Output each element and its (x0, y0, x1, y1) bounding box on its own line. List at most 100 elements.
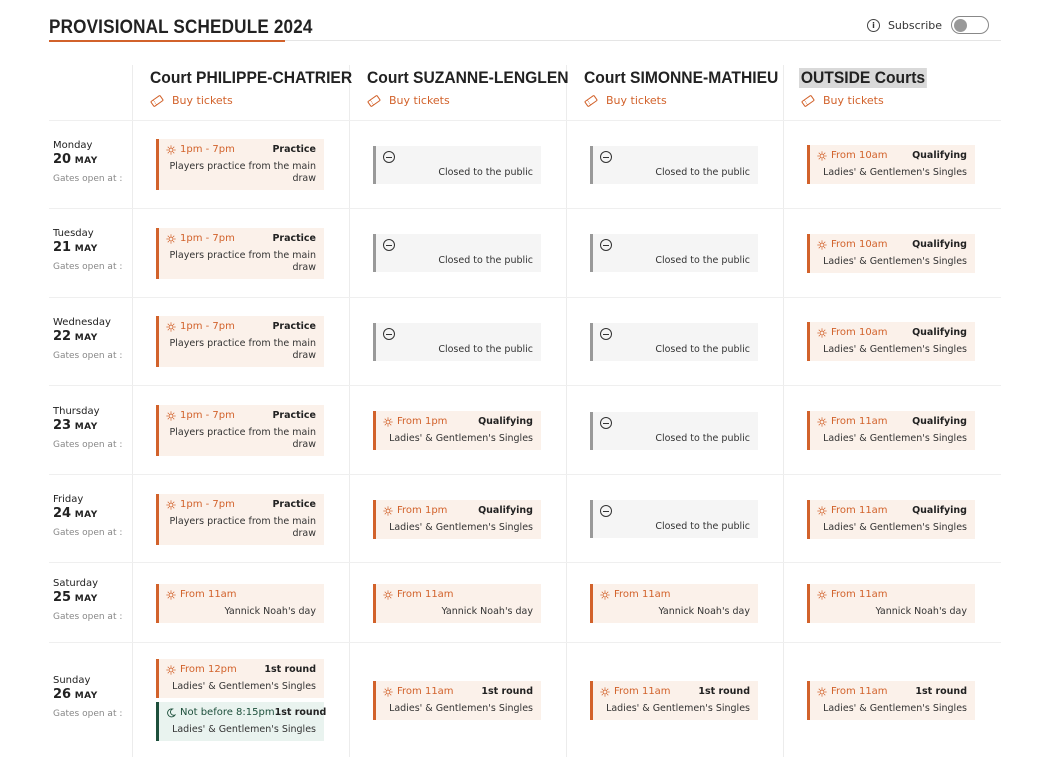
closed-card[interactable]: Closed to the public (373, 234, 541, 272)
day-number: 23 (53, 417, 72, 433)
session-card[interactable]: 1pm - 7pm Practice Players practice from t… (156, 316, 324, 367)
session-card[interactable]: 1pm - 7pm Practice Players practice from t… (156, 228, 324, 279)
session-time-label: From 11am (831, 416, 888, 427)
session-card[interactable]: From 11am Yannick Noah's day (807, 584, 975, 623)
gates-open-label: Gates open at : (53, 262, 123, 272)
card-header (383, 151, 533, 163)
card-header (600, 328, 750, 340)
session-time: 1pm - 7pm (166, 321, 235, 332)
buy-tickets-link[interactable]: Buy tickets (150, 94, 370, 107)
month: MAY (71, 510, 98, 520)
closed-card[interactable]: Closed to the public (590, 146, 758, 184)
session-description: Players practice from the main draw (169, 427, 316, 450)
weekday: Sunday (53, 675, 91, 686)
sun-icon (166, 321, 176, 332)
day-number: 22 (53, 328, 72, 344)
session-description: Ladies' & Gentlemen's Singles (172, 681, 316, 692)
session-card[interactable]: From 10am Qualifying Ladies' & Gentlemen's… (807, 145, 975, 184)
card-header: From 12pm 1st round (166, 664, 316, 675)
session-time: From 11am (600, 686, 671, 697)
day-label: Friday 24 MAY Gates open at : (53, 494, 122, 538)
session-card[interactable]: From 11am Yannick Noah's day (373, 584, 541, 623)
session-card[interactable]: From 11am Yannick Noah's day (590, 584, 758, 623)
gates-open-label: Gates open at : (53, 528, 123, 538)
session-card[interactable]: 1pm - 7pm Practice Players practice from t… (156, 139, 324, 190)
session-time-label: 1pm - 7pm (180, 410, 235, 421)
row-divider (49, 642, 1001, 643)
closed-card[interactable]: Closed to the public (373, 146, 541, 184)
card-header (383, 239, 533, 251)
session-card[interactable]: Not before 8:15pm 1st round Ladies' & Gent… (156, 702, 327, 741)
session-type: Qualifying (912, 239, 967, 250)
session-description: Closed to the public (655, 521, 750, 532)
gates-open-label: Gates open at : (53, 173, 123, 184)
session-time-label: From 12pm (180, 664, 237, 675)
buy-tickets-label: Buy tickets (606, 94, 667, 107)
card-header: From 1pm Qualifying (383, 416, 533, 427)
closed-card[interactable]: Closed to the public (590, 234, 758, 272)
day-label: Thursday 23 MAY Gates open at : (53, 406, 122, 450)
session-time-label: 1pm - 7pm (180, 233, 235, 244)
info-icon[interactable]: i (866, 18, 880, 32)
subscribe-toggle[interactable] (951, 16, 989, 34)
closed-card[interactable]: Closed to the public (590, 412, 758, 450)
session-time-label: From 1pm (397, 505, 448, 516)
day-date: 22 MAY (53, 329, 122, 344)
session-type: 1st round (915, 686, 967, 697)
sun-icon (817, 416, 827, 427)
day-number: 26 (53, 687, 72, 702)
no-entry-icon (383, 151, 395, 163)
session-time: 1pm - 7pm (166, 233, 235, 244)
session-card[interactable]: From 11am 1st round Ladies' & Gentlemen's … (807, 681, 975, 720)
session-time-label: From 11am (180, 589, 237, 600)
weekday: Friday (53, 494, 84, 505)
sun-icon (817, 150, 827, 161)
session-description: Closed to the public (655, 255, 750, 266)
closed-card[interactable]: Closed to the public (590, 323, 758, 361)
gates-open-label: Gates open at : (53, 612, 123, 622)
session-card[interactable]: From 11am Qualifying Ladies' & Gentlemen's… (807, 500, 975, 539)
card-header: From 11am (817, 589, 967, 600)
no-entry-icon (600, 151, 612, 163)
session-card[interactable]: From 10am Qualifying Ladies' & Gentlemen's… (807, 234, 975, 273)
card-header (600, 417, 750, 429)
weekday: Tuesday (53, 228, 94, 239)
session-description: Closed to the public (438, 255, 533, 266)
session-card[interactable]: 1pm - 7pm Practice Players practice from t… (156, 405, 324, 456)
session-card[interactable]: From 11am Qualifying Ladies' & Gentlemen's… (807, 411, 975, 450)
session-time-label: From 10am (831, 239, 888, 250)
closed-card[interactable]: Closed to the public (373, 323, 541, 361)
buy-tickets-link[interactable]: Buy tickets (584, 94, 795, 107)
card-header: From 10am Qualifying (817, 150, 967, 161)
no-entry-icon (600, 239, 612, 251)
column-divider (132, 65, 133, 757)
session-card[interactable]: From 10am Qualifying Ladies' & Gentlemen's… (807, 322, 975, 361)
ticket-icon (367, 94, 381, 107)
row-divider (49, 208, 1001, 209)
buy-tickets-link[interactable]: Buy tickets (801, 94, 938, 107)
session-card[interactable]: From 1pm Qualifying Ladies' & Gentlemen's … (373, 411, 541, 450)
sun-icon (817, 589, 827, 600)
session-card[interactable]: From 1pm Qualifying Ladies' & Gentlemen's … (373, 500, 541, 539)
session-description: Closed to the public (438, 167, 533, 178)
session-time-label: From 11am (397, 589, 454, 600)
session-card[interactable]: From 11am Yannick Noah's day (156, 584, 324, 623)
page-title: PROVISIONAL SCHEDULE 2024 (49, 17, 313, 38)
buy-tickets-label: Buy tickets (172, 94, 233, 107)
day-date: 20 MAY (53, 152, 122, 167)
session-card[interactable]: 1pm - 7pm Practice Players practice from t… (156, 494, 324, 545)
session-type: 1st round (274, 707, 327, 718)
session-description: Yannick Noah's day (224, 606, 316, 617)
closed-card[interactable]: Closed to the public (590, 500, 758, 538)
session-description: Closed to the public (655, 344, 750, 355)
day-number: 24 (53, 506, 72, 521)
no-entry-icon (600, 505, 612, 517)
session-time: From 11am (383, 589, 454, 600)
buy-tickets-link[interactable]: Buy tickets (367, 94, 586, 107)
buy-tickets-label: Buy tickets (823, 94, 884, 107)
toggle-knob (954, 19, 967, 32)
session-card[interactable]: From 11am 1st round Ladies' & Gentlemen's … (590, 681, 758, 720)
session-time-label: From 11am (614, 589, 671, 600)
session-card[interactable]: From 12pm 1st round Ladies' & Gentlemen's … (156, 659, 324, 698)
session-card[interactable]: From 11am 1st round Ladies' & Gentlemen's … (373, 681, 541, 720)
